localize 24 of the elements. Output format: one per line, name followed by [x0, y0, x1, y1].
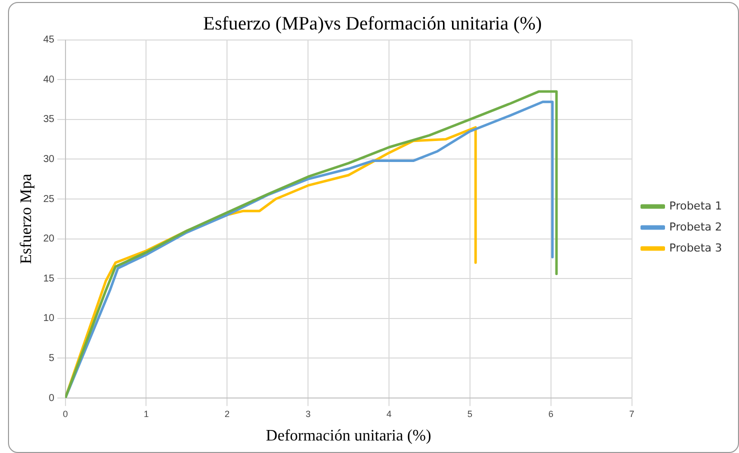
- x-tick-label: 6: [548, 408, 554, 419]
- y-tick-label: 30: [43, 154, 55, 165]
- x-tick-label: 3: [306, 408, 311, 419]
- x-tick-label: 7: [629, 408, 634, 419]
- legend-label: Probeta 2: [669, 220, 722, 234]
- y-tick-label: 40: [43, 74, 55, 86]
- chart-title: Esfuerzo (MPa)vs Deformación unitaria (%): [203, 13, 542, 34]
- y-tick-label: 35: [43, 114, 55, 126]
- y-tick-label: 45: [43, 34, 55, 46]
- y-tick-label: 0: [48, 392, 55, 404]
- x-tick-label: 5: [467, 408, 472, 419]
- y-tick-label: 20: [43, 234, 55, 245]
- x-tick-label: 2: [224, 408, 230, 419]
- x-tick-label: 1: [144, 408, 149, 419]
- y-tick-label: 5: [48, 352, 55, 364]
- x-axis-title: Deformación unitaria (%): [266, 428, 432, 445]
- x-tick-label: 0: [62, 408, 68, 419]
- x-tick-label: 4: [386, 408, 392, 419]
- y-axis-title: Esfuerzo Mpa: [18, 174, 35, 264]
- legend-label: Probeta 3: [669, 241, 722, 254]
- y-tick-label: 15: [43, 273, 55, 284]
- legend-label: Probeta 1: [669, 199, 722, 212]
- y-tick-label: 10: [43, 313, 55, 324]
- y-tick-label: 25: [43, 194, 55, 205]
